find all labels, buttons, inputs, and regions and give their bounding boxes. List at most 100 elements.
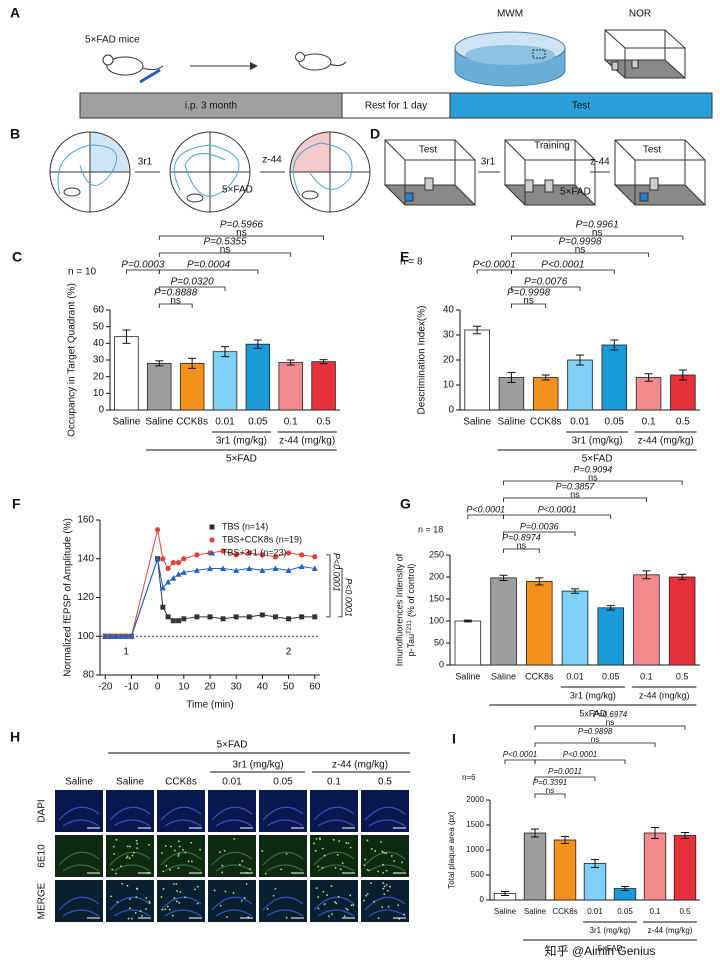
plaque-dot [177, 854, 180, 857]
x-tick-label: 0.1 [640, 671, 653, 681]
comparison-bracket [158, 235, 324, 240]
timeline-label: i.p. 3 month [185, 101, 237, 112]
plaque-dot [280, 868, 283, 871]
plaque-dot [165, 864, 168, 867]
bar [490, 577, 517, 666]
group-label: 5xFAD [579, 708, 607, 718]
plaque-dot [164, 908, 167, 911]
comparison-bracket [503, 480, 683, 485]
tissue-outline [211, 896, 253, 917]
panel-label: I [452, 731, 456, 747]
bar [670, 374, 696, 411]
plaque-dot [193, 888, 196, 891]
y-tick-label: 0 [98, 405, 104, 416]
data-point [209, 537, 215, 543]
tissue-outline [364, 851, 406, 872]
data-point [285, 550, 292, 556]
plaque-dot [343, 915, 346, 918]
significance: ns [575, 245, 586, 256]
plaque-dot [145, 897, 148, 899]
bar [601, 344, 628, 411]
h-title: 5×FAD [217, 740, 248, 751]
box-label: Training [534, 141, 570, 152]
group-label: z-44 [262, 155, 282, 166]
data-point [160, 556, 166, 562]
plaque-dot [134, 911, 137, 914]
plaque-dot [121, 882, 124, 885]
nor-boxes [383, 139, 707, 206]
plaque-dot [314, 849, 317, 852]
plaque-dot [345, 907, 348, 910]
plaque-dot [338, 840, 341, 843]
bar [567, 359, 593, 411]
panel-label: B [10, 126, 20, 142]
data-point [175, 571, 182, 577]
x-tick-label: Saline [524, 907, 547, 916]
y-tick-label: 1000 [466, 845, 484, 854]
plaque-dot [350, 904, 353, 907]
plaque-dot [249, 868, 251, 870]
y-axis-label: p-TauT231 (% of control) [406, 564, 416, 657]
group-label: 5×FAD [226, 454, 257, 465]
x-tick-label: 0.05 [248, 417, 268, 428]
y-axis-label: Descrimination Index(%) [417, 306, 428, 415]
plaque-dot [352, 904, 355, 906]
plaque-dot [385, 883, 388, 886]
x-tick-label: Saline [463, 417, 491, 428]
data-point [209, 524, 215, 530]
tissue-outline [58, 896, 100, 917]
column-label: 0.05 [273, 777, 293, 788]
bar [673, 835, 697, 901]
plaque-dot [129, 845, 131, 848]
data-point [170, 575, 177, 581]
plaque-dot [136, 888, 139, 890]
plaque-dot [330, 885, 333, 888]
tissue-outline [313, 806, 355, 827]
data-point [207, 614, 213, 620]
plaque-dot [332, 838, 335, 841]
column-label: Saline [116, 777, 144, 788]
plaque-dot [370, 848, 373, 850]
plaque-dot [135, 896, 138, 898]
n-label: n=6 [462, 773, 476, 782]
data-point [259, 612, 265, 618]
timeline-label: Rest for 1 day [365, 101, 427, 112]
data-point [207, 565, 213, 571]
data-point [102, 633, 109, 639]
data-point [193, 567, 200, 573]
x-tick-label: 0.5 [317, 417, 331, 428]
p-value: P<0.0001 [541, 260, 584, 271]
data-point [246, 614, 252, 620]
data-point [154, 555, 161, 562]
bar [147, 362, 172, 411]
plaque-dot [393, 860, 396, 862]
tissue-outline [211, 851, 253, 872]
panel-label: F [12, 496, 21, 512]
plaque-dot [261, 850, 264, 852]
x-tick-label: Saline [145, 417, 173, 428]
p-value: P=0.0004 [187, 260, 231, 271]
bar [597, 607, 624, 666]
p-value: P<0.0001 [466, 504, 505, 514]
comparison-bracket [511, 235, 684, 240]
plaque-dot [135, 839, 138, 842]
plaque-dot [136, 847, 139, 850]
plaque-dot [196, 885, 199, 888]
data-point [246, 550, 252, 556]
data-point [170, 560, 176, 566]
plaque-dot [170, 845, 172, 848]
plaque-dot [184, 851, 187, 854]
significance: ns [170, 296, 181, 307]
data-point [299, 614, 305, 620]
bar [532, 377, 559, 411]
x-tick-label: 50 [283, 682, 295, 693]
x-tick-label: Saline [113, 417, 141, 428]
y-tick-label: 0 [480, 895, 485, 904]
panel-label: D [370, 126, 380, 142]
plaque-dot [383, 852, 385, 854]
tissue-outline [58, 851, 100, 872]
plaque-dot [113, 853, 115, 855]
column-label: Saline [65, 777, 93, 788]
plaque-dot [224, 890, 227, 893]
